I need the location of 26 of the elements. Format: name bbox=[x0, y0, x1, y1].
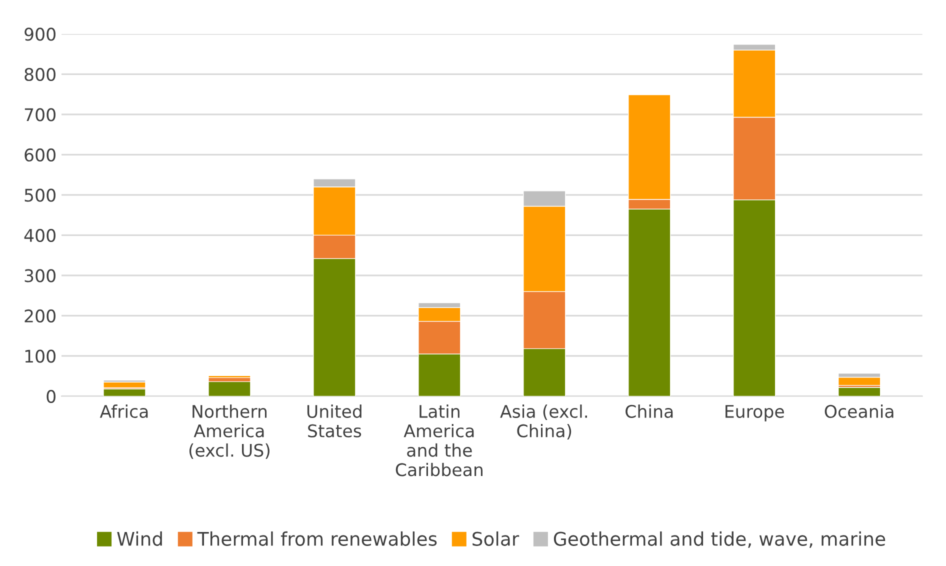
x-tick-label: Oceania bbox=[824, 404, 894, 418]
legend-label: Solar bbox=[472, 531, 520, 546]
x-tick-label: Northern America (excl. US) bbox=[189, 404, 270, 459]
x-tick-label: China bbox=[626, 404, 673, 418]
y-tick-label: 800 bbox=[24, 68, 56, 82]
x-tick-label: Africa bbox=[100, 404, 148, 418]
y-tick-label: 900 bbox=[24, 28, 56, 41]
bar bbox=[208, 375, 251, 378]
y-tick-label: 300 bbox=[24, 269, 56, 282]
legend-label: Wind bbox=[117, 531, 162, 546]
y-tick-label: 500 bbox=[24, 188, 56, 202]
x-tick-label: Latin America and the Caribbean bbox=[396, 404, 482, 476]
x-tick-label: Asia (excl. China) bbox=[500, 404, 587, 440]
x-tick-label: United States bbox=[307, 404, 362, 438]
y-tick-label: 0 bbox=[46, 390, 56, 404]
legend-label: Thermal from renewables bbox=[197, 531, 437, 546]
bar bbox=[208, 381, 251, 396]
y-tick-label: 400 bbox=[24, 228, 56, 242]
x-tick-label: Europe bbox=[726, 405, 784, 422]
y-tick-label: 100 bbox=[25, 350, 56, 363]
y-tick-label: 700 bbox=[24, 108, 56, 122]
bar bbox=[838, 376, 881, 386]
bar bbox=[838, 386, 881, 396]
legend-label: Geothermal and tide, wave, marine bbox=[554, 531, 886, 548]
y-tick-label: 600 bbox=[24, 148, 56, 162]
y-tick-label: 200 bbox=[24, 309, 56, 323]
